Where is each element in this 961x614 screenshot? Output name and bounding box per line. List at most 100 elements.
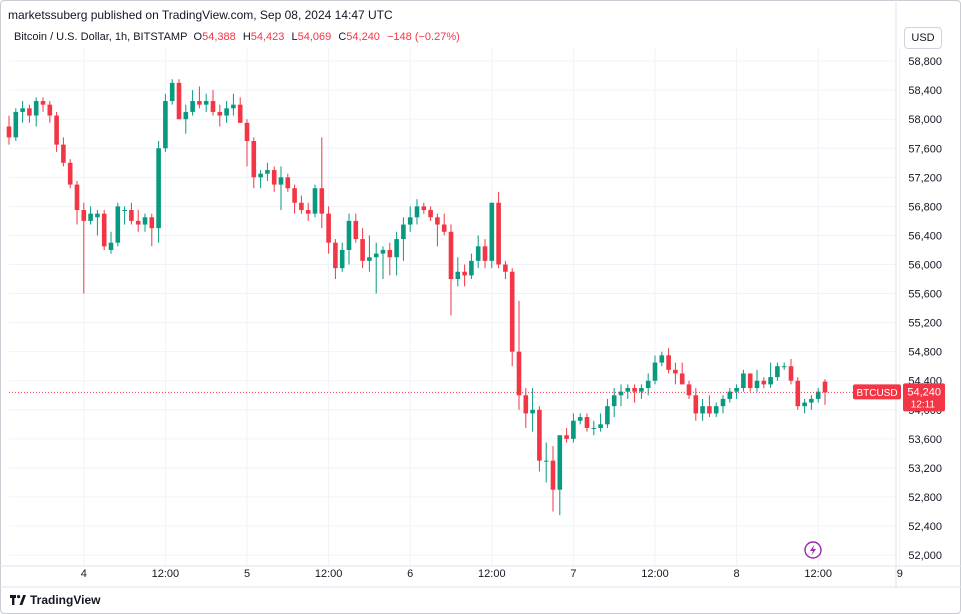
candle-body[interactable] (122, 210, 127, 212)
candle-body[interactable] (401, 224, 406, 240)
candle-body[interactable] (54, 115, 59, 145)
candle-body[interactable] (591, 427, 597, 429)
candle-body[interactable] (33, 101, 39, 116)
candle-body[interactable] (802, 402, 807, 407)
candle-body[interactable] (74, 184, 80, 211)
candle-body[interactable] (292, 188, 297, 203)
candle-body[interactable] (435, 217, 440, 225)
candle-body[interactable] (605, 406, 610, 425)
candle-body[interactable] (496, 202, 501, 265)
candle-body[interactable] (788, 366, 794, 381)
candle-body[interactable] (367, 257, 372, 261)
candle-body[interactable] (387, 249, 393, 258)
candle-body[interactable] (503, 264, 508, 272)
candle-body[interactable] (319, 188, 325, 214)
candle-body[interactable] (761, 380, 767, 385)
candle-body[interactable] (482, 246, 488, 261)
candle-body[interactable] (108, 242, 114, 250)
candle-body[interactable] (156, 148, 161, 229)
candle-body[interactable] (305, 210, 311, 214)
candle-body[interactable] (47, 104, 53, 116)
candle-body[interactable] (258, 173, 263, 178)
candle-body[interactable] (333, 242, 338, 269)
candle-body[interactable] (326, 213, 331, 243)
candle-body[interactable] (360, 239, 365, 261)
candle-body[interactable] (129, 210, 134, 221)
candle-body[interactable] (809, 398, 814, 403)
candle-body[interactable] (652, 362, 658, 381)
candle-body[interactable] (441, 224, 447, 232)
candle-body[interactable] (707, 406, 712, 414)
candle-body[interactable] (489, 202, 495, 261)
candle-body[interactable] (394, 239, 399, 258)
candle-body[interactable] (727, 391, 733, 399)
candle-body[interactable] (285, 177, 291, 189)
candle-body[interactable] (421, 206, 427, 211)
candle-body[interactable] (414, 206, 420, 218)
currency-button[interactable]: USD (904, 27, 942, 49)
candle-body[interactable] (550, 460, 556, 490)
candle-body[interactable] (475, 246, 481, 261)
candle-body[interactable] (81, 210, 87, 221)
candle-body[interactable] (169, 82, 175, 102)
candle-body[interactable] (271, 170, 277, 185)
candle-body[interactable] (462, 271, 467, 276)
candle-body[interactable] (455, 271, 461, 280)
candle-body[interactable] (428, 210, 433, 218)
candle-body[interactable] (95, 213, 100, 218)
candle-body[interactable] (312, 188, 318, 214)
candle-body[interactable] (720, 398, 726, 407)
candle-body[interactable] (217, 111, 223, 116)
candle-body[interactable] (557, 435, 563, 490)
candle-body[interactable] (142, 217, 148, 225)
candle-body[interactable] (203, 101, 209, 105)
candle-body[interactable] (611, 395, 617, 407)
candle-body[interactable] (224, 108, 229, 116)
candle-body[interactable] (645, 380, 651, 389)
candle-body[interactable] (353, 220, 359, 240)
candle-body[interactable] (543, 460, 549, 462)
candle-body[interactable] (183, 111, 189, 120)
candle-body[interactable] (673, 369, 678, 374)
candle-body[interactable] (509, 271, 515, 352)
candle-body[interactable] (115, 206, 121, 243)
candle-body[interactable] (190, 101, 195, 112)
candle-body[interactable] (265, 170, 270, 174)
candle-body[interactable] (815, 391, 821, 399)
candle-body[interactable] (299, 202, 304, 211)
candle-body[interactable] (571, 420, 576, 439)
candle-body[interactable] (713, 406, 719, 414)
candle-body[interactable] (231, 104, 236, 109)
candle-body[interactable] (598, 424, 603, 428)
candle-body[interactable] (537, 409, 542, 461)
candle-body[interactable] (659, 355, 665, 363)
candle-body[interactable] (210, 101, 216, 112)
candle-body[interactable] (584, 417, 590, 428)
candle-body[interactable] (61, 144, 66, 163)
candle-body[interactable] (618, 391, 624, 396)
candle-body[interactable] (339, 249, 345, 269)
candle-body[interactable] (13, 111, 19, 138)
candle-body[interactable] (27, 108, 32, 116)
candle-body[interactable] (149, 217, 155, 229)
candle-body[interactable] (101, 213, 107, 247)
candle-body[interactable] (516, 351, 522, 396)
candle-body[interactable] (176, 82, 182, 120)
candle-body[interactable] (237, 104, 243, 123)
candle-body[interactable] (625, 388, 631, 392)
candle-body[interactable] (244, 122, 250, 141)
candle-body[interactable] (530, 409, 535, 414)
candle-body[interactable] (679, 373, 685, 385)
symbol-title[interactable]: Bitcoin / U.S. Dollar, 1h, BITSTAMP (14, 31, 188, 43)
candle-body[interactable] (135, 220, 141, 225)
candle-body[interactable] (666, 355, 671, 370)
candle-body[interactable] (564, 435, 569, 439)
candle-body[interactable] (577, 417, 583, 421)
candle-body[interactable] (741, 373, 746, 389)
candle-body[interactable] (373, 253, 379, 258)
candle-body[interactable] (523, 395, 529, 414)
candle-body[interactable] (67, 162, 73, 185)
candle-body[interactable] (632, 388, 637, 392)
candle-body[interactable] (781, 366, 787, 368)
